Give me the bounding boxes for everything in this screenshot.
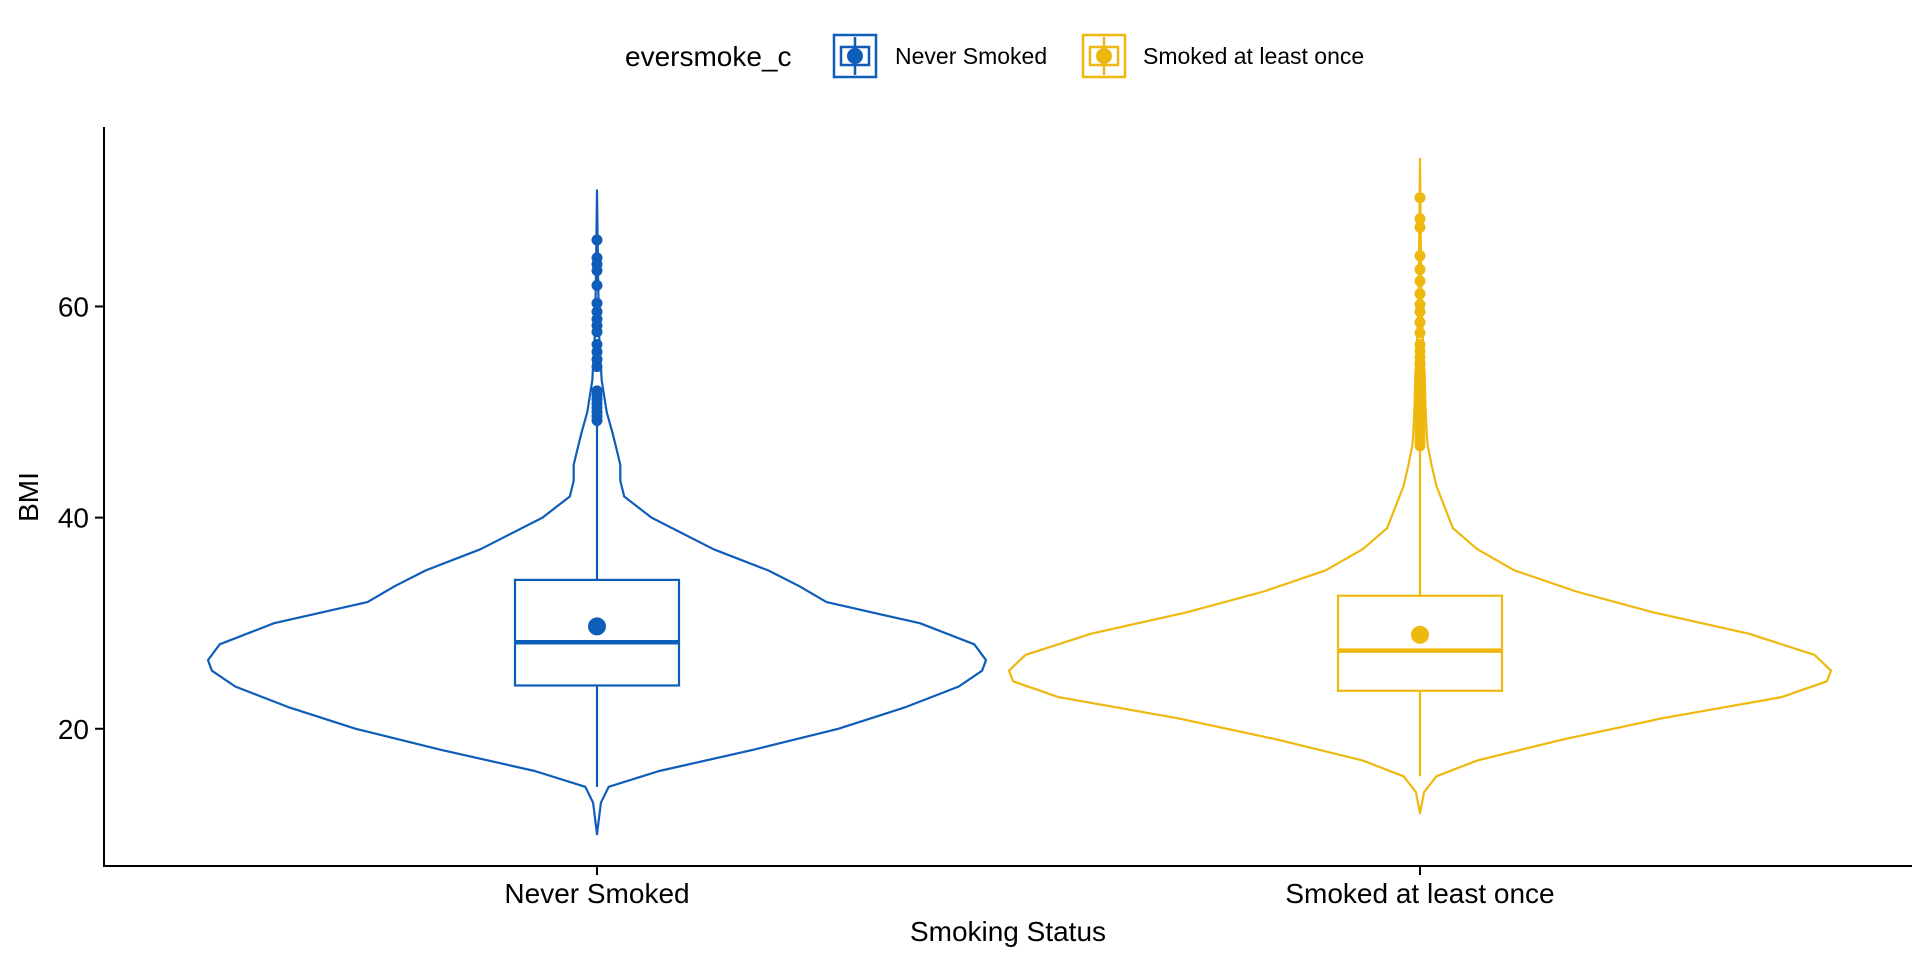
y-axis-title: BMI xyxy=(13,472,44,522)
outlier-point xyxy=(1414,250,1426,262)
violin-shape xyxy=(206,189,988,836)
outlier-point xyxy=(1414,213,1426,225)
outlier-point xyxy=(1414,288,1426,300)
y-tick-label: 60 xyxy=(58,291,89,322)
mean-point xyxy=(588,617,606,636)
outlier-point xyxy=(1414,192,1426,204)
outlier-point xyxy=(1414,221,1426,233)
legend-key-smoked-at-least-once xyxy=(1081,33,1127,79)
outlier-point xyxy=(1414,264,1426,275)
violin-shape xyxy=(1007,157,1833,815)
plot-area xyxy=(206,157,1833,836)
outlier-point xyxy=(591,385,603,397)
box-iqr xyxy=(513,578,681,687)
legend-key-never-smoked xyxy=(832,33,878,79)
outlier-point xyxy=(591,339,603,350)
legend-title: eversmoke_c xyxy=(625,41,792,72)
box-iqr xyxy=(1336,594,1504,692)
violin-group-smoked-at-least-once xyxy=(1007,157,1833,815)
outlier-point xyxy=(1414,316,1426,328)
y-tick-label: 20 xyxy=(58,714,89,745)
legend: eversmoke_c Never Smoked Smoked at least… xyxy=(625,33,1364,79)
legend-label-smoked-at-least-once: Smoked at least once xyxy=(1143,43,1364,69)
outlier-point xyxy=(1414,275,1426,287)
x-ticks: Never Smoked Smoked at least once xyxy=(504,866,1555,909)
x-axis-title: Smoking Status xyxy=(910,916,1106,947)
outlier-point xyxy=(591,279,603,291)
outlier-point xyxy=(1414,298,1426,310)
x-tick-label: Never Smoked xyxy=(504,878,689,909)
x-tick-label: Smoked at least once xyxy=(1285,878,1554,909)
violin-group-never-smoked xyxy=(206,189,988,836)
outlier-point xyxy=(591,297,603,309)
outlier-point xyxy=(591,234,603,246)
outlier-point xyxy=(591,306,603,318)
y-tick-label: 40 xyxy=(58,503,89,534)
outlier-point xyxy=(1414,327,1426,339)
legend-label-never-smoked: Never Smoked xyxy=(895,43,1047,69)
mean-point xyxy=(1411,625,1429,644)
axes xyxy=(103,127,1912,867)
outlier-point xyxy=(591,252,603,264)
outlier-point xyxy=(1414,339,1426,350)
y-ticks: 20 40 60 xyxy=(58,291,104,745)
